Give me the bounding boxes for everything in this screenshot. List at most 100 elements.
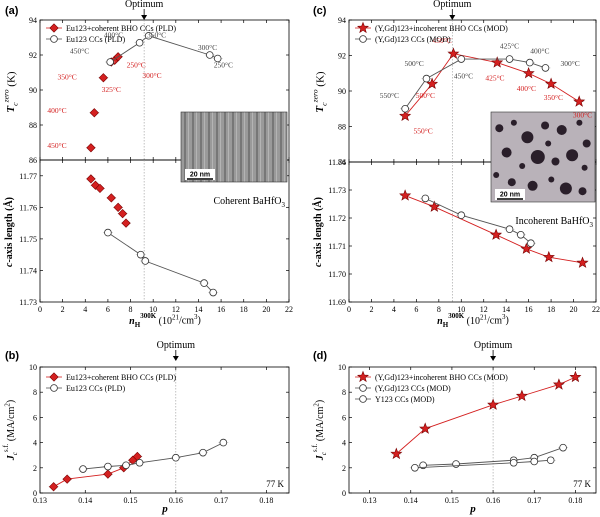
temperature-annotation: 350°C — [544, 93, 563, 102]
y-tick-label: 6 — [33, 413, 37, 422]
y-tick-label: 86 — [338, 158, 346, 167]
caption-subscript: 3 — [282, 201, 286, 209]
star-marker — [428, 200, 441, 212]
y-tick-label: 8 — [33, 388, 37, 397]
circle-marker — [457, 211, 466, 220]
y-axis-label: c-axis length (Å) — [312, 197, 324, 267]
axis-label-part: c — [10, 102, 19, 106]
x-axis-label: nH300K (1021/cm3) — [437, 312, 509, 329]
circle-marker — [421, 194, 430, 203]
axis-label-part: n — [129, 316, 135, 327]
diamond-marker — [49, 23, 59, 33]
circle-marker — [525, 58, 534, 67]
circle-marker — [541, 64, 550, 72]
y-tick-label: 11.69 — [328, 298, 346, 307]
axis-label-part: c — [319, 102, 328, 106]
temperature-annotation: 500°C — [404, 59, 423, 68]
x-tick-label: 22 — [592, 305, 600, 314]
scalebar-box — [495, 189, 525, 200]
inset-caption: Incoherent BaHfO3 — [515, 216, 593, 229]
y-tick-label: 11.74 — [328, 158, 346, 167]
temperature-label: 77 K — [266, 479, 284, 489]
star-marker — [489, 228, 503, 240]
temperature-label: 77 K — [573, 479, 591, 489]
panel-label: (c) — [313, 5, 327, 17]
y-tick-label: 10 — [29, 363, 37, 372]
circle-marker — [359, 35, 367, 43]
optimum-label: Optimum — [474, 340, 513, 351]
y-tick-label: 4 — [342, 439, 346, 448]
x-tick-label: 16 — [525, 305, 533, 314]
x-tick-label: 18 — [547, 305, 555, 314]
circle-marker — [509, 458, 518, 467]
x-tick-label: 0 — [347, 305, 351, 314]
y-tick-label: 94 — [338, 16, 346, 25]
circle-marker — [505, 225, 514, 234]
x-tick-label: 2 — [61, 305, 65, 314]
star-marker — [573, 95, 586, 107]
scalebar-label: 20 nm — [190, 172, 210, 179]
circle-marker — [172, 453, 180, 462]
axis-label-part: 300K — [448, 312, 465, 320]
axis-label-part: H — [443, 321, 449, 329]
axis-label-part: -axis length (Å) — [3, 197, 15, 263]
circle-marker — [411, 463, 419, 472]
plot-frame — [39, 366, 290, 494]
series-line — [414, 459, 551, 469]
x-tick-label: 0.15 — [445, 496, 459, 505]
series-line — [423, 447, 564, 466]
axis-label-part: (10 — [156, 316, 172, 327]
temperature-annotation: 300°C — [573, 111, 592, 120]
axis-label-part: /cm — [487, 316, 502, 327]
caption-subscript: 3 — [590, 221, 594, 229]
circle-marker — [505, 55, 514, 63]
y-tick-label: 11.71 — [328, 242, 346, 251]
circle-marker — [50, 384, 58, 392]
y-tick-label: 11.72 — [328, 214, 346, 223]
temperature-annotation: 400°C — [517, 84, 536, 93]
diamond-marker — [49, 372, 59, 382]
circle-marker — [452, 460, 460, 468]
circle-marker — [200, 279, 208, 287]
panel-label: (b) — [5, 350, 19, 362]
axis-label-part: 2 — [4, 403, 12, 407]
plot-frame — [348, 161, 597, 303]
x-tick-label: 6 — [106, 305, 110, 314]
circle-marker — [359, 384, 367, 392]
axis-label-part: H — [135, 321, 141, 329]
axis-label-part: c — [11, 451, 19, 455]
legend-label: (Y,Gd)123 CCs (MOD) — [375, 384, 451, 393]
circle-marker — [530, 457, 539, 466]
temperature-annotation: 250°C — [214, 60, 233, 69]
axis-label-part: J — [315, 454, 326, 461]
axis-label-part: ) — [505, 315, 508, 326]
circle-marker — [209, 288, 217, 297]
axis-label-part: ) — [197, 315, 200, 326]
circle-marker — [135, 38, 144, 47]
x-tick-label: 8 — [437, 305, 441, 314]
x-tick-label: 10 — [457, 305, 465, 314]
temperature-annotation: 425°C — [485, 73, 504, 82]
y-tick-label: 11.77 — [19, 172, 37, 181]
series-line — [107, 232, 214, 293]
axis-label-part: 3 — [194, 313, 198, 321]
precipitate — [510, 119, 517, 126]
diamond-marker — [89, 108, 99, 118]
circle-marker — [50, 35, 58, 43]
y-tick-label: 88 — [29, 121, 37, 130]
precipitate — [519, 163, 526, 169]
circle-marker — [106, 58, 114, 66]
axis-label-part: 3 — [502, 313, 506, 321]
precipitate — [495, 124, 504, 133]
axis-label-part: ) — [6, 400, 17, 403]
axis-label-part: c — [4, 262, 15, 267]
axis-label-part: c — [320, 451, 328, 455]
star-marker — [447, 47, 460, 59]
plot-frame — [39, 159, 290, 303]
precipitate — [556, 125, 567, 135]
star-marker — [399, 189, 412, 201]
diamond-marker — [103, 469, 113, 479]
axis-label-part: (10 — [464, 316, 480, 327]
temperature-annotation: 250°C — [127, 60, 146, 69]
